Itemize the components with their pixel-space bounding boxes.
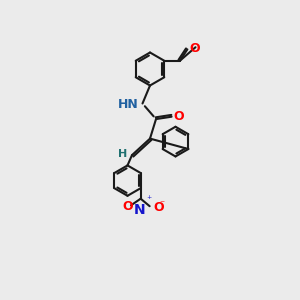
Text: HN: HN: [118, 98, 139, 112]
Text: O: O: [190, 42, 200, 55]
Text: H: H: [118, 148, 127, 159]
Text: ⁻: ⁻: [159, 200, 164, 210]
Text: O: O: [123, 200, 134, 213]
Text: N: N: [134, 202, 145, 217]
Text: O: O: [154, 201, 164, 214]
Text: O: O: [174, 110, 184, 123]
Text: ⁺: ⁺: [146, 195, 151, 205]
